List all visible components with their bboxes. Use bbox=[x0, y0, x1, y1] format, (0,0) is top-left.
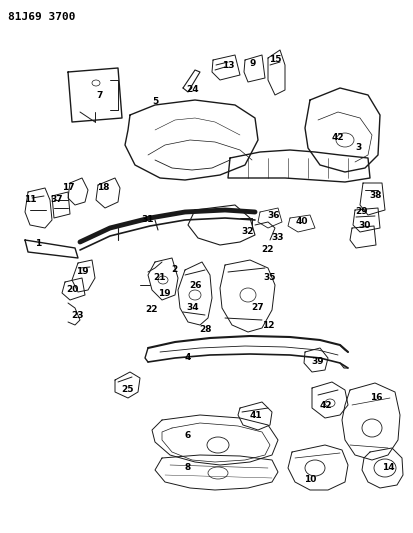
Text: 16: 16 bbox=[370, 393, 382, 402]
Text: 6: 6 bbox=[185, 431, 191, 440]
Text: 11: 11 bbox=[24, 196, 36, 205]
Text: 13: 13 bbox=[222, 61, 234, 69]
Text: 22: 22 bbox=[146, 305, 158, 314]
Text: 20: 20 bbox=[66, 286, 78, 295]
Text: 28: 28 bbox=[199, 326, 211, 335]
Text: 5: 5 bbox=[152, 98, 158, 107]
Text: 9: 9 bbox=[250, 59, 256, 68]
Text: 12: 12 bbox=[262, 320, 274, 329]
Text: 33: 33 bbox=[272, 232, 284, 241]
Text: 41: 41 bbox=[250, 411, 262, 421]
Text: 7: 7 bbox=[97, 91, 103, 100]
Text: 1: 1 bbox=[35, 238, 41, 247]
Text: 34: 34 bbox=[187, 303, 199, 312]
Text: 24: 24 bbox=[187, 85, 199, 93]
Text: 18: 18 bbox=[97, 183, 109, 192]
Text: 10: 10 bbox=[304, 475, 316, 484]
Text: 40: 40 bbox=[296, 217, 308, 227]
Text: 14: 14 bbox=[382, 464, 394, 472]
Text: 30: 30 bbox=[359, 222, 371, 230]
Text: 15: 15 bbox=[269, 55, 281, 64]
Text: 21: 21 bbox=[154, 273, 166, 282]
Text: 17: 17 bbox=[62, 183, 74, 192]
Text: 8: 8 bbox=[185, 464, 191, 472]
Text: 81J69 3700: 81J69 3700 bbox=[8, 12, 76, 22]
Text: 32: 32 bbox=[242, 228, 254, 237]
Text: 22: 22 bbox=[262, 246, 274, 254]
Text: 25: 25 bbox=[122, 385, 134, 394]
Text: 29: 29 bbox=[356, 207, 368, 216]
Text: 2: 2 bbox=[171, 265, 177, 274]
Text: 23: 23 bbox=[72, 311, 84, 319]
Text: 26: 26 bbox=[190, 280, 202, 289]
Text: 42: 42 bbox=[332, 133, 344, 141]
Text: 36: 36 bbox=[268, 212, 280, 221]
Text: 39: 39 bbox=[312, 358, 324, 367]
Text: 27: 27 bbox=[252, 303, 264, 312]
Text: 3: 3 bbox=[355, 143, 361, 152]
Text: 19: 19 bbox=[158, 288, 170, 297]
Text: 4: 4 bbox=[185, 353, 191, 362]
Text: 38: 38 bbox=[370, 190, 382, 199]
Text: 37: 37 bbox=[51, 196, 63, 205]
Text: 19: 19 bbox=[76, 268, 88, 277]
Text: 35: 35 bbox=[264, 273, 276, 282]
Text: 31: 31 bbox=[142, 215, 154, 224]
Text: 42: 42 bbox=[320, 400, 332, 409]
